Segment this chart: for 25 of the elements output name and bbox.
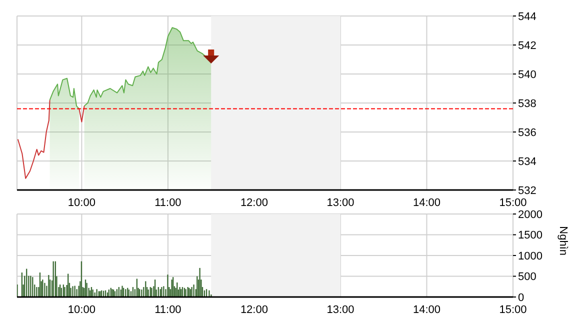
x-tick-label: 11:00: [154, 304, 182, 316]
x-tick-label: 15:00: [499, 196, 527, 209]
y-tick-label: 536: [518, 126, 536, 139]
x-tick-label: 14:00: [412, 196, 441, 209]
y-tick-label: 500: [518, 271, 536, 284]
y-tick-label: 540: [518, 68, 536, 81]
y-tick-label: 542: [518, 40, 536, 52]
x-tick-label: 12:00: [240, 196, 268, 209]
x-tick-label: 11:00: [154, 196, 182, 209]
x-tick-label: 15:00: [499, 304, 527, 316]
y-axis-title: Nghìn: [557, 226, 570, 256]
y-tick-label: 544: [518, 10, 536, 23]
y-tick-label: 1500: [518, 230, 542, 242]
x-tick-label: 10:00: [68, 304, 96, 316]
x-tick-label: 13:00: [326, 304, 354, 316]
y-tick-label: 538: [518, 98, 536, 110]
y-tick-label: 0: [518, 292, 524, 304]
x-tick-label: 14:00: [412, 304, 441, 316]
x-tick-label: 12:00: [240, 304, 268, 316]
x-tick-label: 10:00: [68, 196, 96, 209]
y-tick-label: 1000: [518, 250, 542, 262]
x-tick-label: 13:00: [326, 196, 354, 209]
y-tick-label: 534: [518, 156, 536, 168]
y-tick-label: 532: [518, 184, 536, 197]
y-tick-label: 2000: [518, 208, 542, 221]
